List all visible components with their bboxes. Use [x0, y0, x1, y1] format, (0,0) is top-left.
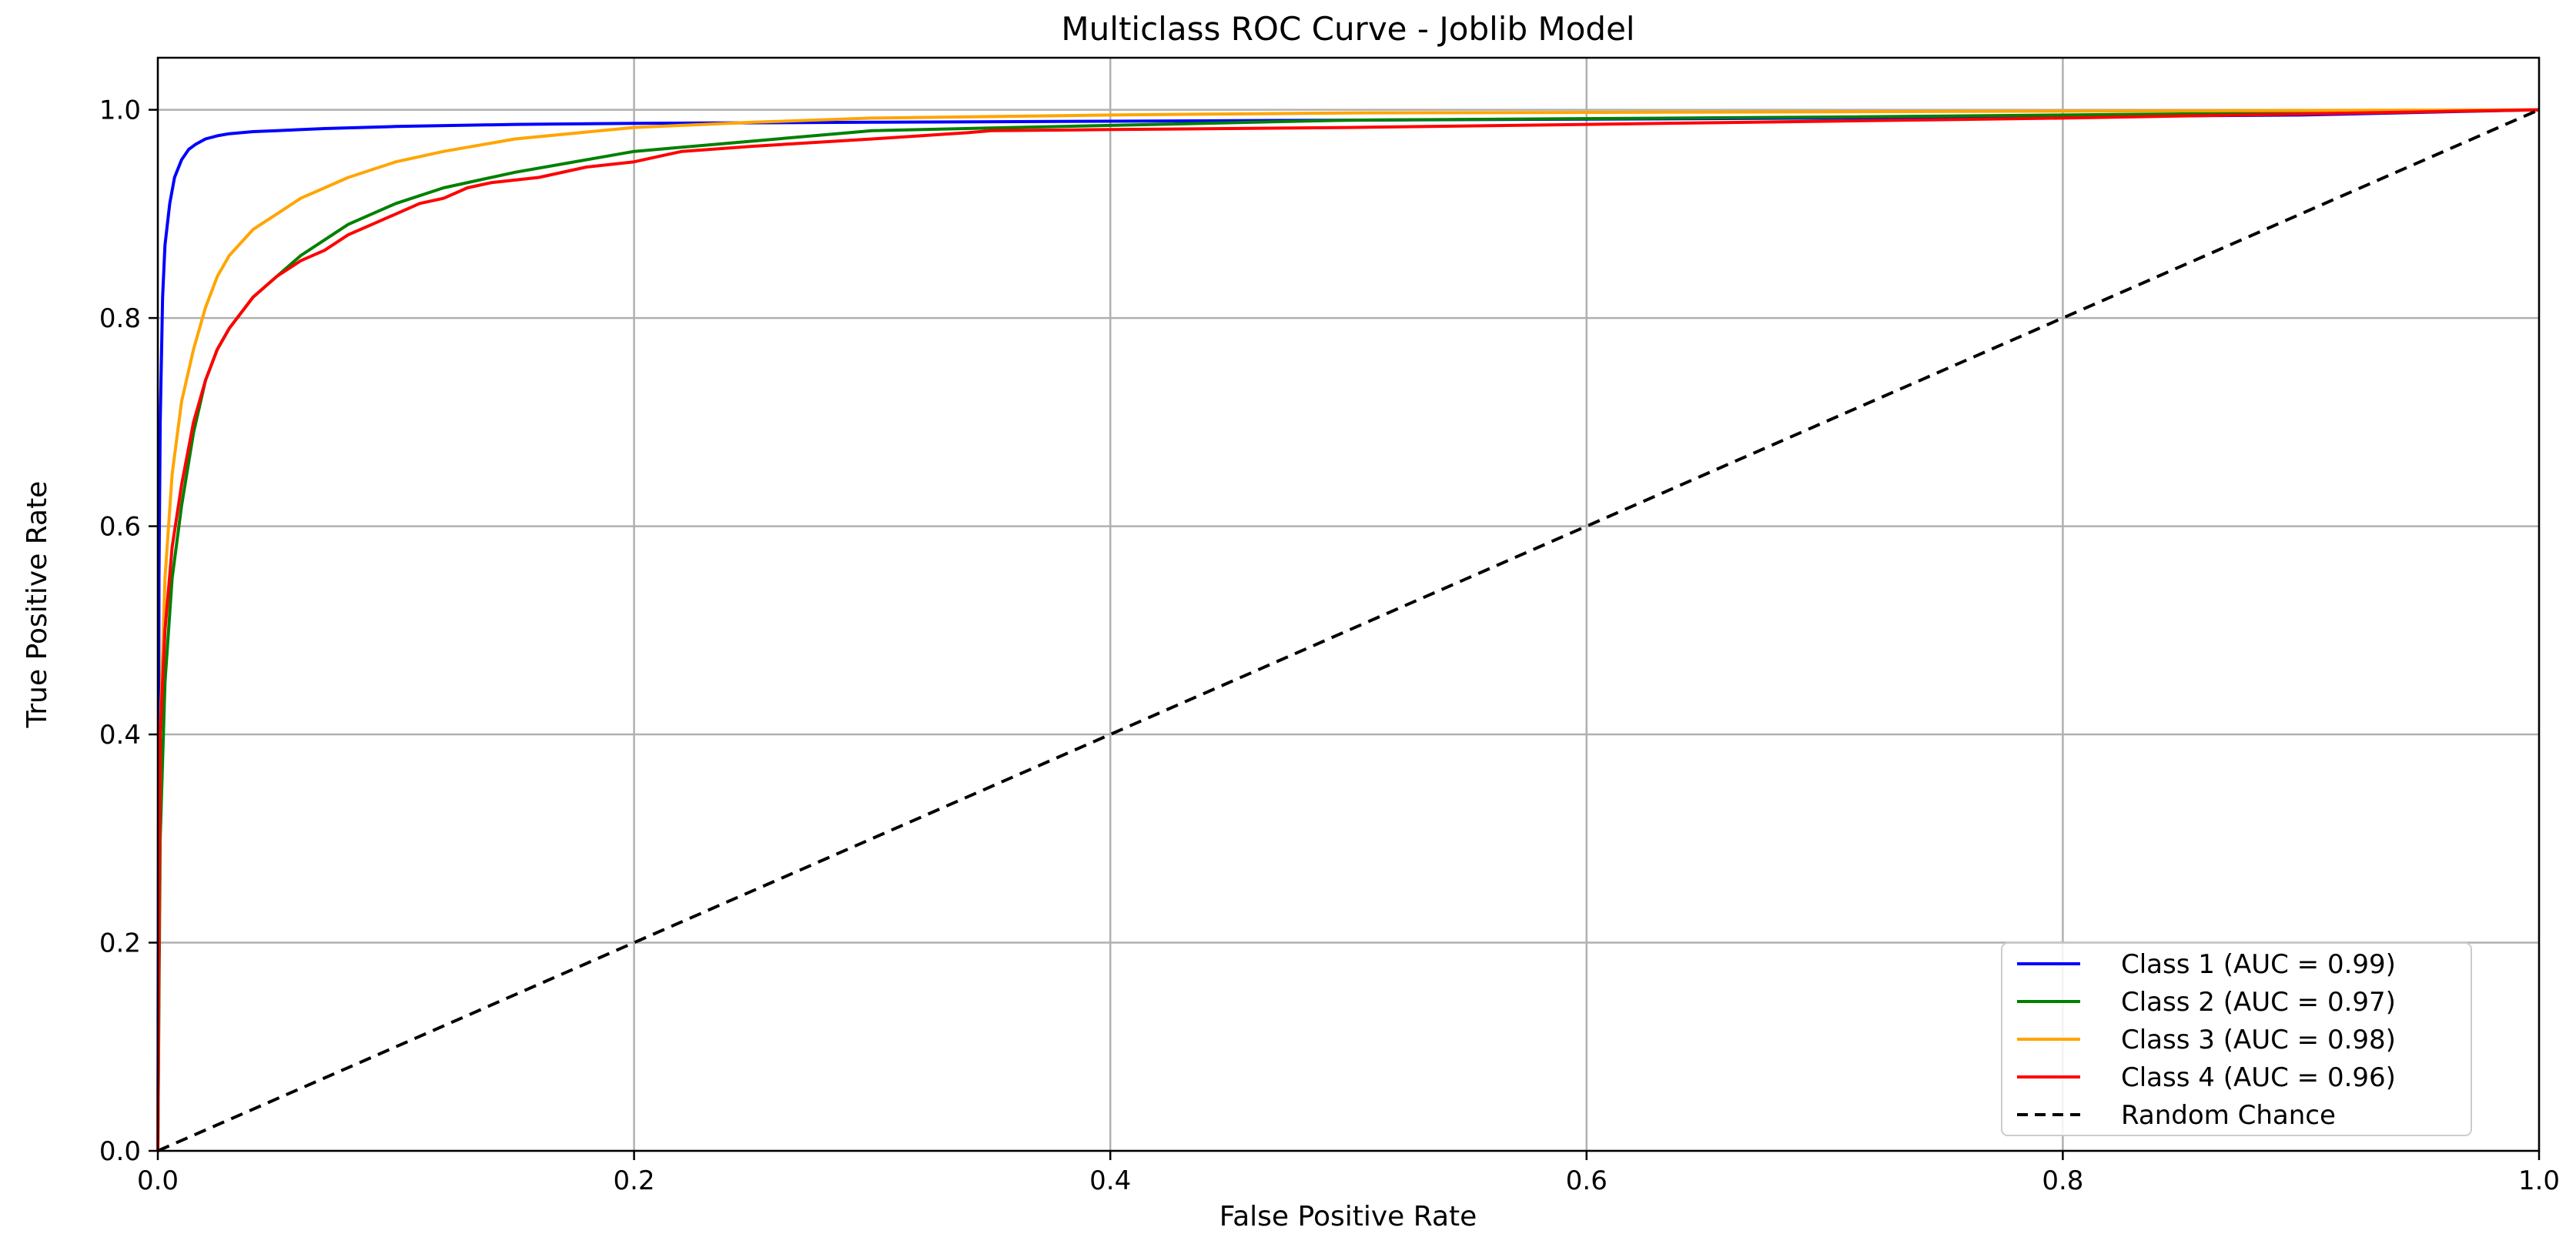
x-tick-label: 0.0	[137, 1165, 179, 1196]
legend-entry-3: Class 3 (AUC = 0.98)	[2121, 1025, 2396, 1055]
series-line-2	[156, 108, 2540, 1152]
legend-entry-5: Random Chance	[2121, 1100, 2336, 1131]
y-tick-label: 1.0	[99, 95, 141, 126]
plot-frame	[156, 56, 2541, 1152]
y-tick-label: 0.4	[99, 720, 141, 751]
y-tick-label: 0.0	[99, 1136, 141, 1167]
x-tick-label: 0.6	[1566, 1165, 1607, 1196]
x-tick-label: 1.0	[2518, 1165, 2560, 1196]
legend-box	[2001, 942, 2472, 1136]
series-line-5	[157, 108, 2540, 1152]
series-lines	[156, 108, 2540, 1152]
y-axis-label: True Positive Rate	[22, 481, 53, 729]
y-tick-label: 0.6	[99, 512, 141, 543]
chart-title: Multiclass ROC Curve - Joblib Model	[1061, 10, 1634, 48]
legend-entry-2: Class 2 (AUC = 0.97)	[2121, 987, 2396, 1018]
series-line-1	[156, 108, 2540, 1152]
y-tick-label: 0.2	[99, 928, 141, 959]
axis-ticks: 0.0 0.2 0.4 0.6 0.8 1.0 0.0 0.2 0.4 0.6 0.8 1.0	[99, 95, 2560, 1196]
legend-entry-1: Class 1 (AUC = 0.99)	[2121, 949, 2396, 980]
series-line-4	[156, 108, 2540, 1152]
x-tick-label: 0.8	[2042, 1165, 2083, 1196]
legend-entry-4: Class 4 (AUC = 0.96)	[2121, 1062, 2396, 1093]
x-tick-label: 0.4	[1089, 1165, 1131, 1196]
legend: Class 1 (AUC = 0.99) Class 2 (AUC = 0.97)…	[2001, 942, 2472, 1136]
series-line-3	[156, 108, 2540, 1152]
x-tick-label: 0.2	[614, 1165, 655, 1196]
y-tick-label: 0.8	[99, 303, 141, 334]
x-axis-label: False Positive Rate	[1219, 1201, 1477, 1232]
